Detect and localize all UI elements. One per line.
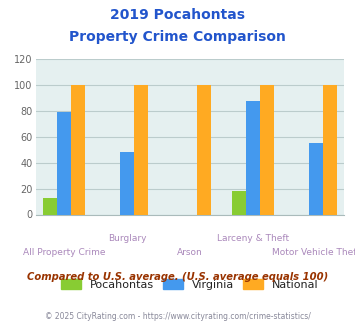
Bar — [323, 85, 337, 214]
Text: 2019 Pocahontas: 2019 Pocahontas — [110, 8, 245, 22]
Text: Motor Vehicle Theft: Motor Vehicle Theft — [272, 248, 355, 257]
Text: Burglary: Burglary — [108, 234, 146, 243]
Bar — [71, 85, 84, 214]
Text: Arson: Arson — [177, 248, 203, 257]
Bar — [43, 198, 57, 214]
Legend: Pocahontas, Virginia, National: Pocahontas, Virginia, National — [61, 279, 319, 290]
Text: Compared to U.S. average. (U.S. average equals 100): Compared to U.S. average. (U.S. average … — [27, 272, 328, 282]
Text: Larceny & Theft: Larceny & Theft — [217, 234, 289, 243]
Text: All Property Crime: All Property Crime — [23, 248, 105, 257]
Bar — [120, 152, 134, 214]
Bar — [246, 101, 260, 214]
Bar — [309, 144, 323, 214]
Bar — [232, 191, 246, 214]
Text: Property Crime Comparison: Property Crime Comparison — [69, 30, 286, 44]
Bar — [197, 85, 211, 214]
Bar — [134, 85, 148, 214]
Bar — [57, 113, 71, 214]
Bar — [260, 85, 274, 214]
Text: © 2025 CityRating.com - https://www.cityrating.com/crime-statistics/: © 2025 CityRating.com - https://www.city… — [45, 312, 310, 321]
